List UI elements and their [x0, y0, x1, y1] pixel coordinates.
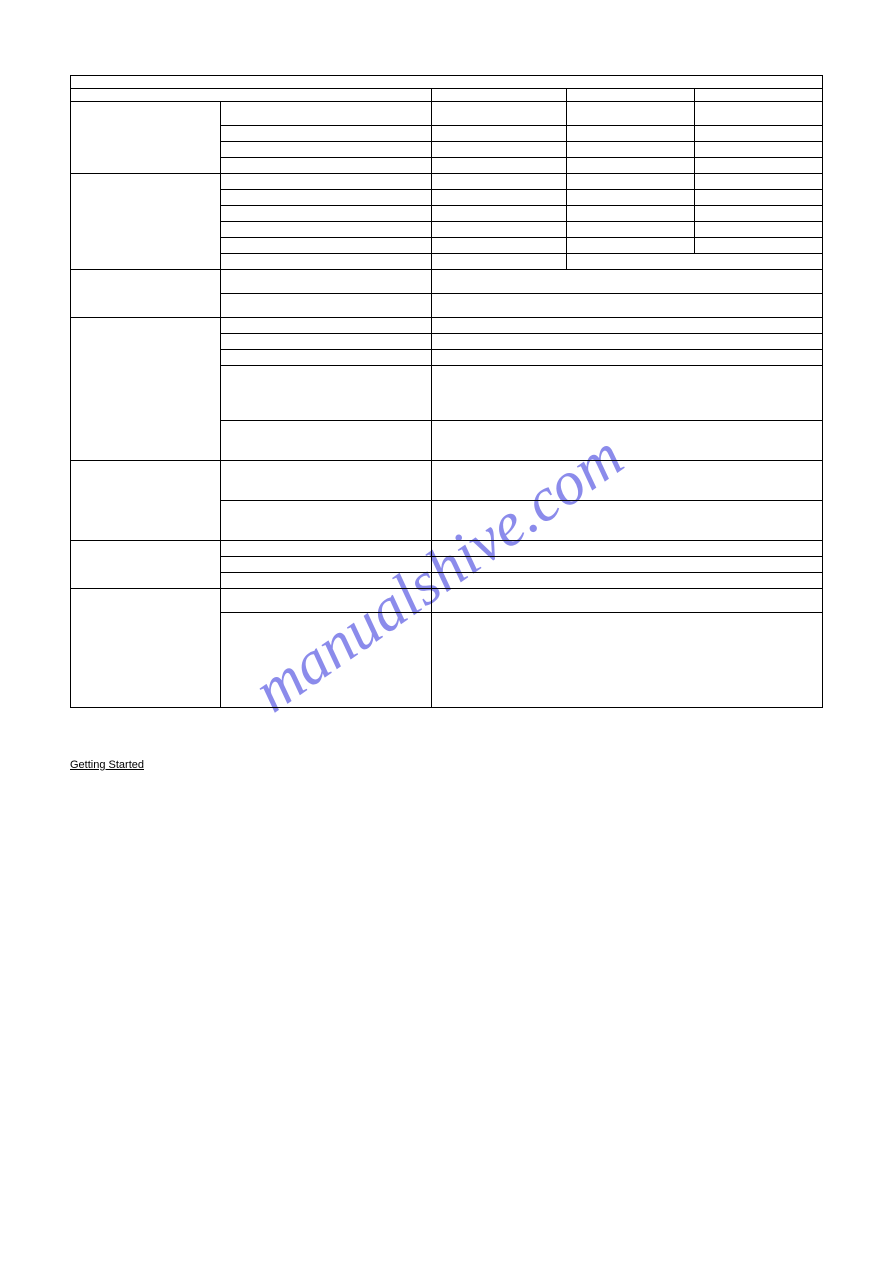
- g2-r6-v23: [567, 254, 823, 270]
- group5-label: [71, 461, 221, 541]
- g2-r1-v2: [567, 174, 695, 190]
- group2-label: [71, 174, 221, 270]
- g6-r3-param: [221, 573, 432, 589]
- g2-r2-param: [221, 190, 432, 206]
- g2-r2-v2: [567, 190, 695, 206]
- g2-r6-param: [221, 254, 432, 270]
- g1-r2-v2: [567, 126, 695, 142]
- g2-r2-v1: [431, 190, 566, 206]
- g6-r1-v: [431, 541, 822, 557]
- g4-r4-v: [431, 366, 822, 421]
- g2-r4-v3: [695, 222, 823, 238]
- g1-r4-param: [221, 158, 432, 174]
- g4-r5-param: [221, 421, 432, 461]
- spec-table: [70, 75, 823, 708]
- g2-r3-v2: [567, 206, 695, 222]
- g4-r5-v: [431, 421, 822, 461]
- g1-r1-param: [221, 102, 432, 126]
- g7-r2-v: [431, 613, 822, 708]
- g6-r2-param: [221, 557, 432, 573]
- g4-r4-param: [221, 366, 432, 421]
- g1-r4-v2: [567, 158, 695, 174]
- g1-r2-v1: [431, 126, 566, 142]
- g4-r1-v: [431, 318, 822, 334]
- g2-r3-v3: [695, 206, 823, 222]
- g1-r1-v2: [567, 102, 695, 126]
- page-content: Getting Started: [0, 0, 893, 824]
- g2-r6-v1: [431, 254, 566, 270]
- group7-label: [71, 589, 221, 708]
- group3-label: [71, 270, 221, 318]
- g1-r3-v3: [695, 142, 823, 158]
- g2-r1-param: [221, 174, 432, 190]
- g1-r3-v2: [567, 142, 695, 158]
- g2-r3-param: [221, 206, 432, 222]
- g1-r3-param: [221, 142, 432, 158]
- g1-r4-v3: [695, 158, 823, 174]
- g1-r1-v1: [431, 102, 566, 126]
- below-line-2: Getting Started: [70, 759, 144, 771]
- g5-r2-param: [221, 501, 432, 541]
- g7-r1-param: [221, 589, 432, 613]
- g3-r2-param: [221, 294, 432, 318]
- g4-r2-param: [221, 334, 432, 350]
- below-text-block: Getting Started: [70, 758, 823, 773]
- g1-r4-v1: [431, 158, 566, 174]
- g5-r1-v: [431, 461, 822, 501]
- g2-r5-param: [221, 238, 432, 254]
- header-category: [71, 89, 432, 102]
- g4-r3-v: [431, 350, 822, 366]
- g2-r4-v1: [431, 222, 566, 238]
- g7-r1-v: [431, 589, 822, 613]
- g5-r2-v: [431, 501, 822, 541]
- g1-r2-param: [221, 126, 432, 142]
- g7-r2-param: [221, 613, 432, 708]
- g2-r5-v3: [695, 238, 823, 254]
- g2-r5-v1: [431, 238, 566, 254]
- g3-r1-param: [221, 270, 432, 294]
- g2-r2-v3: [695, 190, 823, 206]
- g6-r2-v: [431, 557, 822, 573]
- g3-r2-v: [431, 294, 822, 318]
- g3-r1-v: [431, 270, 822, 294]
- group1-label: [71, 102, 221, 174]
- g4-r2-v: [431, 334, 822, 350]
- g2-r3-v1: [431, 206, 566, 222]
- g4-r1-param: [221, 318, 432, 334]
- g1-r2-v3: [695, 126, 823, 142]
- g2-r4-param: [221, 222, 432, 238]
- g5-r1-param: [221, 461, 432, 501]
- g2-r5-v2: [567, 238, 695, 254]
- g1-r3-v1: [431, 142, 566, 158]
- g1-r1-v3: [695, 102, 823, 126]
- group4-label: [71, 318, 221, 461]
- table-title: [71, 76, 823, 89]
- header-col-1: [431, 89, 566, 102]
- g4-r3-param: [221, 350, 432, 366]
- g2-r1-v1: [431, 174, 566, 190]
- g6-r1-param: [221, 541, 432, 557]
- g6-r3-v: [431, 573, 822, 589]
- group6-label: [71, 541, 221, 589]
- g2-r1-v3: [695, 174, 823, 190]
- g2-r4-v2: [567, 222, 695, 238]
- header-col-3: [695, 89, 823, 102]
- header-col-2: [567, 89, 695, 102]
